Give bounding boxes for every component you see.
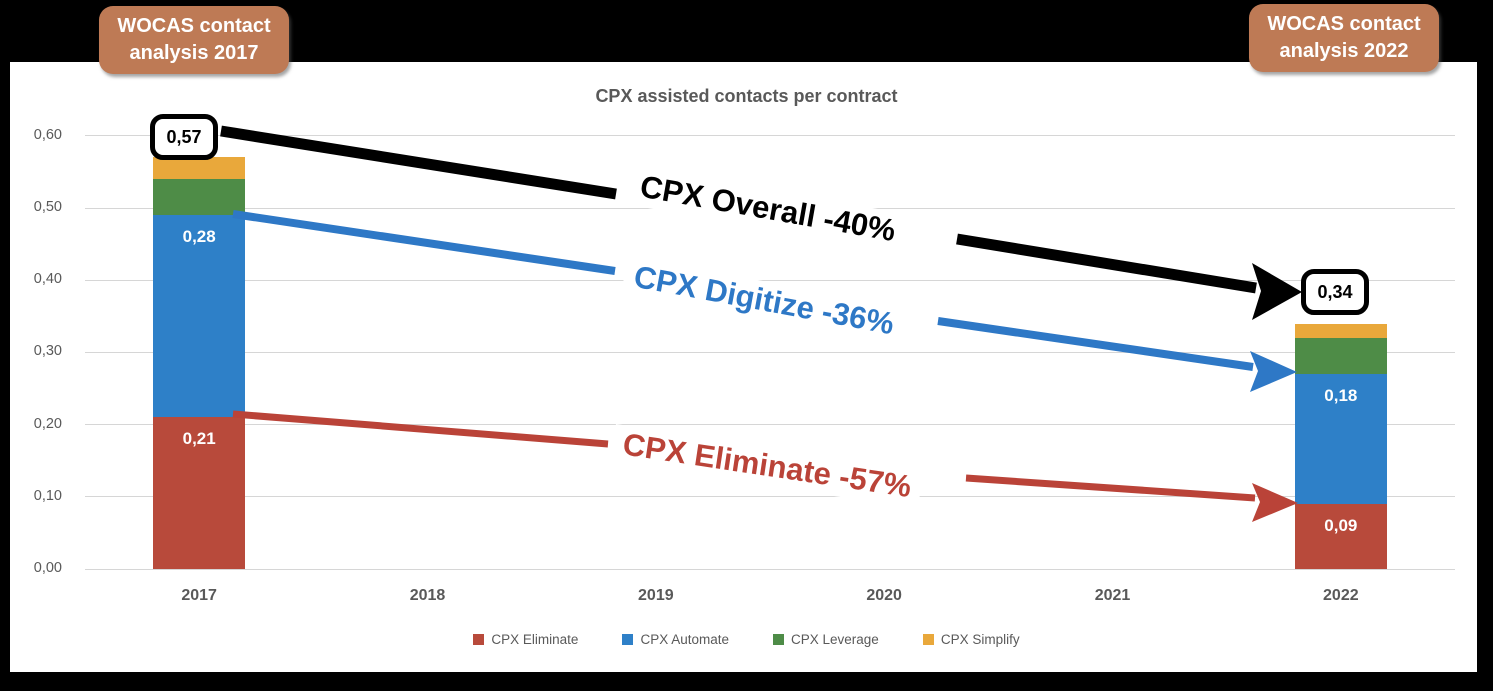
- bar-segment-cpx-eliminate: 0,09: [1294, 504, 1387, 569]
- y-tick-label: 0,10: [33, 487, 62, 504]
- bar-segment-cpx-automate: 0,18: [1294, 374, 1387, 504]
- y-tick-label: 0,40: [33, 271, 62, 288]
- y-tick-label: 0,50: [33, 199, 62, 215]
- legend-item: CPX Simplify: [922, 632, 1020, 647]
- legend-item: CPX Eliminate: [473, 632, 578, 647]
- legend-swatch-icon: [622, 634, 634, 645]
- gridline: [85, 135, 1455, 137]
- x-tick-label: 2019: [638, 587, 674, 604]
- y-tick-label: 0,30: [33, 343, 62, 360]
- y-tick-label: 0,00: [33, 560, 62, 576]
- callout-2022-total: 0,34: [1301, 269, 1369, 315]
- bar-value-label: 0,18: [1324, 386, 1358, 406]
- bar-value-label: 0,21: [182, 429, 216, 449]
- bar-segment-cpx-automate: 0,28: [153, 215, 246, 418]
- bar-segment-cpx-simplify: [153, 157, 246, 180]
- gridline: [85, 279, 1455, 281]
- legend-item: CPX Leverage: [773, 632, 879, 647]
- bar-segment-cpx-eliminate: 0,21: [153, 417, 246, 569]
- x-tick-label: 2021: [1094, 587, 1131, 604]
- bar-value-label: 0,09: [1324, 516, 1358, 536]
- legend-label: CPX Leverage: [791, 632, 879, 647]
- bar-value-label: 0,28: [182, 227, 216, 247]
- legend-label: CPX Automate: [640, 632, 730, 647]
- bar-segment-cpx-simplify: [1294, 323, 1387, 338]
- legend-item: CPX Automate: [622, 632, 729, 647]
- gridline: [85, 351, 1455, 353]
- legend-label: CPX Eliminate: [491, 632, 579, 647]
- callout-2017-total: 0,57: [150, 114, 218, 160]
- bar-segment-cpx-leverage: [153, 179, 246, 216]
- legend: CPX Eliminate CPX Automate CPX Leverage CPX…: [0, 632, 1493, 647]
- gridline: [85, 496, 1455, 498]
- x-tick-label: 2020: [866, 587, 902, 604]
- y-tick-label: 0,20: [33, 415, 62, 432]
- legend-swatch-icon: [473, 634, 485, 645]
- gridline: [85, 424, 1455, 426]
- chart-title: CPX assisted contacts per contract: [595, 86, 898, 106]
- x-tick-label: 2017: [181, 587, 217, 604]
- legend-swatch-icon: [773, 634, 785, 645]
- wocas-badge-2022: WOCAS contact analysis 2022: [1249, 4, 1439, 72]
- y-tick-label: 0,60: [33, 126, 62, 143]
- legend-swatch-icon: [922, 634, 934, 645]
- gridline: [85, 568, 1455, 570]
- bar-segment-cpx-leverage: [1294, 337, 1387, 375]
- legend-label: CPX Simplify: [940, 632, 1020, 647]
- x-tick-label: 2022: [1323, 587, 1359, 604]
- wocas-badge-2017: WOCAS contact analysis 2017: [99, 6, 289, 74]
- x-tick-label: 2018: [409, 587, 446, 604]
